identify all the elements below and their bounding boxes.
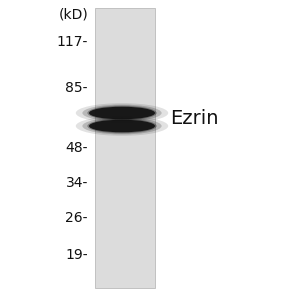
Text: 48-: 48- (65, 141, 88, 155)
Ellipse shape (82, 118, 162, 134)
Ellipse shape (76, 103, 168, 123)
Text: Ezrin: Ezrin (170, 109, 218, 128)
Ellipse shape (82, 105, 162, 122)
Text: 34-: 34- (66, 176, 88, 190)
Ellipse shape (89, 107, 155, 119)
Text: 85-: 85- (65, 81, 88, 95)
Ellipse shape (76, 116, 168, 136)
Ellipse shape (89, 120, 155, 132)
Ellipse shape (87, 118, 157, 133)
Bar (95, 8, 155, 288)
Ellipse shape (87, 106, 157, 120)
Text: (kD): (kD) (58, 7, 88, 21)
Text: 26-: 26- (65, 211, 88, 225)
Text: 117-: 117- (57, 35, 88, 49)
Text: 19-: 19- (65, 248, 88, 262)
